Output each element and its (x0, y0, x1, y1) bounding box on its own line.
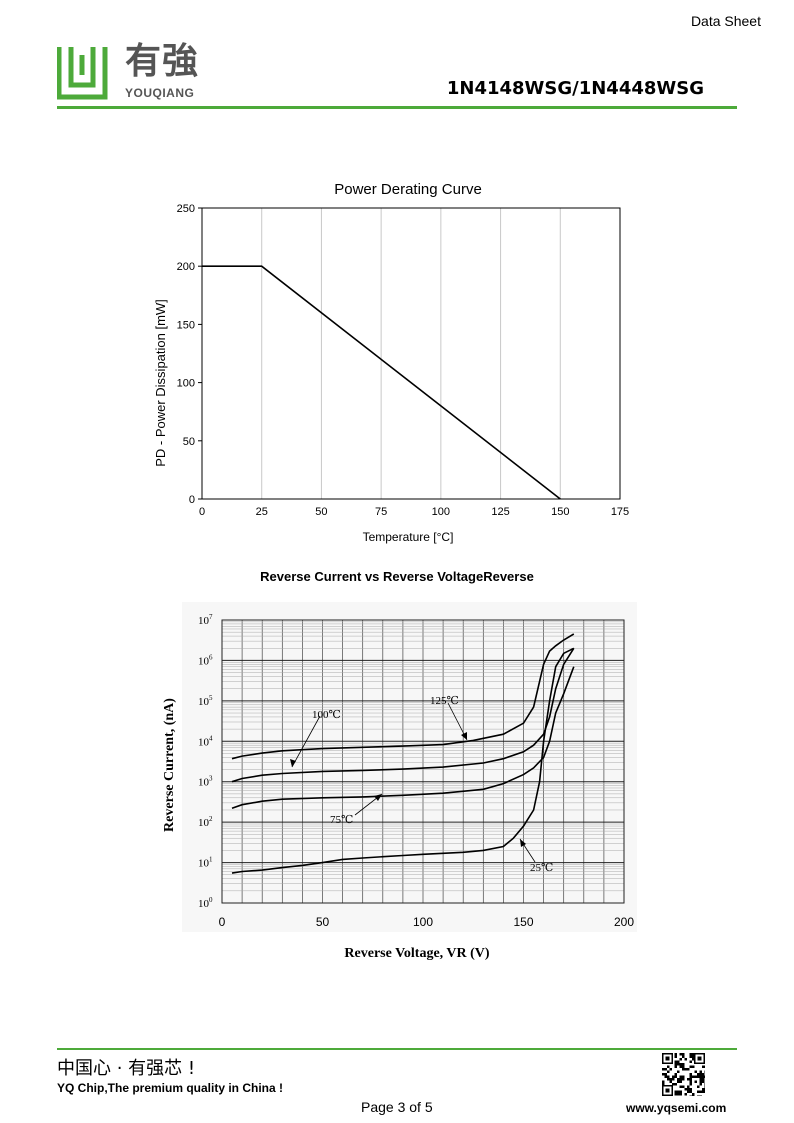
y-tick-label: 100 (177, 378, 195, 390)
header-divider (57, 106, 737, 109)
x-tick-label: 50 (315, 506, 327, 518)
slogan-english: YQ Chip,The premium quality in China ! (57, 1081, 284, 1095)
x-tick-label: 50 (316, 915, 330, 929)
x-axis-label: Temperature [°C] (363, 530, 454, 544)
series-line (231, 647, 575, 783)
company-logo-icon (57, 47, 108, 100)
chart-title: Power Derating Curve (334, 181, 482, 198)
logo-english-name: YOUQIANG (125, 86, 195, 100)
y-tick-label: 200 (177, 261, 195, 273)
y-axis-label: PD - Power Dissipation [mW] (153, 299, 168, 467)
y-tick-label: 250 (177, 203, 195, 215)
document-type: Data Sheet (690, 13, 761, 29)
x-axis-label: Reverse Voltage, VR (V) (344, 946, 489, 961)
x-tick-label: 175 (611, 506, 629, 518)
chart-title: Reverse Current vs Reverse VoltageRevers… (260, 569, 534, 584)
series-line (231, 633, 575, 760)
y-axis-label: Reverse Current, (nA) (162, 698, 177, 832)
logo-chinese-name: 有強 (125, 41, 200, 82)
series-label-25: 25℃ (530, 862, 553, 874)
series-label-100: 100℃ (312, 709, 341, 721)
x-tick-label: 100 (432, 506, 450, 518)
y-tick-label: 50 (183, 436, 195, 448)
x-tick-label: 0 (199, 506, 205, 518)
slogan-chinese: 中国心 · 有强芯 ! (57, 1058, 196, 1079)
x-tick-label: 0 (219, 915, 226, 929)
power-derating-chart: Power Derating Curve 0 25 50 75 100 125 150 175… (153, 181, 629, 544)
derating-line (202, 265, 561, 500)
reverse-current-chart: Reverse Current vs Reverse VoltageRevers… (162, 569, 637, 961)
plot-frame (221, 619, 625, 904)
x-tick-label: 100 (413, 915, 433, 929)
qr-code-icon (662, 1053, 705, 1096)
y-tick-label: 0 (189, 494, 195, 506)
x-tick-label: 200 (614, 915, 634, 929)
x-tick-label: 75 (375, 506, 387, 518)
series-label-125: 125℃ (430, 695, 459, 707)
y-tick-label: 150 (177, 319, 195, 331)
series-label-75: 75℃ (330, 814, 353, 826)
website-link[interactable]: www.yqsemi.com (626, 1101, 727, 1115)
series-line (231, 647, 575, 874)
x-tick-label: 150 (513, 915, 533, 929)
footer-divider (57, 1048, 737, 1050)
page-number: Page 3 of 5 (361, 1099, 433, 1115)
plot-frame (201, 207, 621, 500)
part-number: 1N4148WSG/1N4448WSG (446, 78, 704, 99)
x-tick-label: 25 (256, 506, 268, 518)
x-tick-label: 150 (551, 506, 569, 518)
x-tick-label: 125 (491, 506, 509, 518)
series-line (231, 666, 575, 810)
